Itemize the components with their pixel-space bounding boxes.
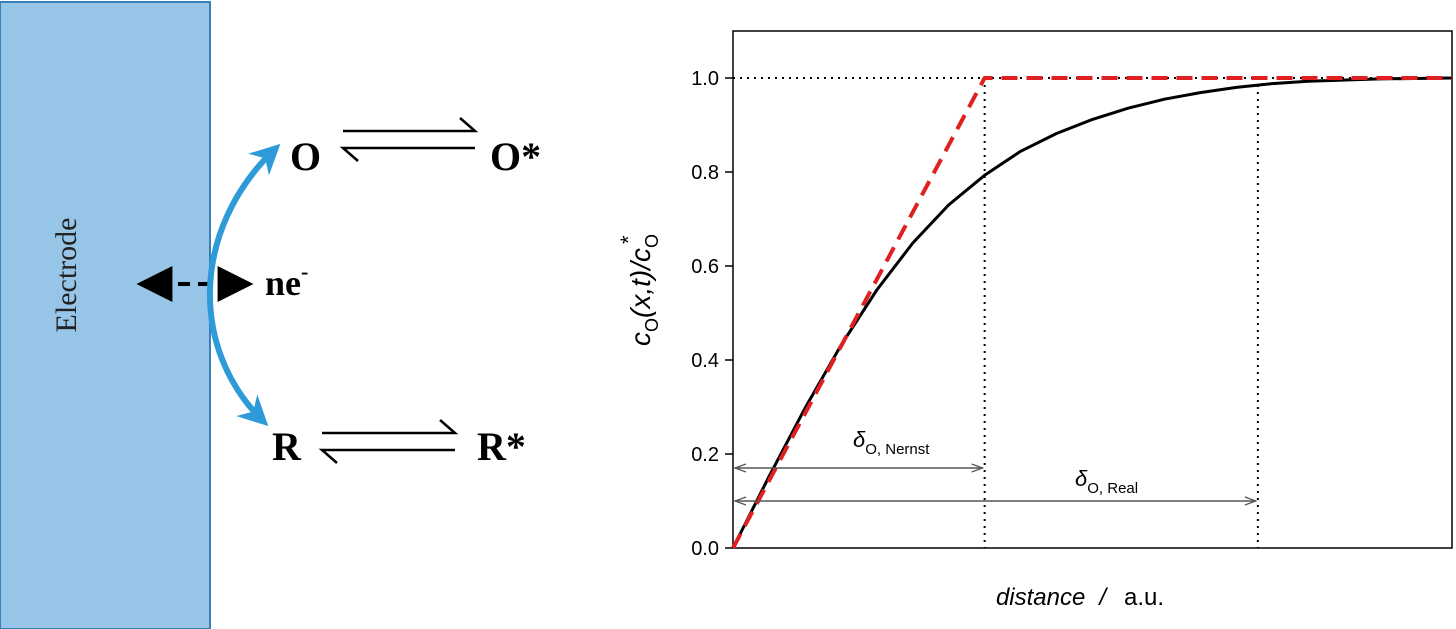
series-line-nernst-approx — [731, 76, 1452, 549]
electrode — [0, 1, 211, 629]
species-R: R — [272, 424, 302, 469]
x-axis-label: distance / a.u. — [996, 584, 1164, 611]
delta-nernst-label: δO, Nernst — [853, 427, 930, 458]
y-tick-label: 0.6 — [691, 256, 719, 278]
y-tick-label: 0.8 — [691, 162, 719, 184]
y-tick-label: 1.0 — [691, 68, 719, 90]
electrode-label: Electrode — [50, 218, 83, 333]
series-group — [731, 76, 1453, 549]
concentration-chart: 0.0 0.2 0.4 0.6 0.8 1.0 δO, Nernst δO, Real d… — [616, 30, 1453, 611]
equilibrium-arrows-R — [318, 419, 459, 464]
plot-frame — [732, 30, 1453, 549]
species-O-star: O* — [490, 134, 541, 179]
electrode-scheme: Electrode ne- O O* R R* — [0, 1, 541, 629]
delta-arrows — [733, 463, 1258, 506]
series-line-real-profile — [731, 76, 1453, 549]
species-O: O — [290, 134, 321, 179]
redox-curved-arrow — [206, 143, 281, 427]
y-tick-label: 0.4 — [691, 350, 719, 372]
electrons-label: ne- — [265, 259, 308, 303]
y-tick-label: 0.0 — [691, 538, 719, 560]
delta-real-label: δO, Real — [1075, 466, 1138, 497]
y-tick-label: 0.2 — [691, 444, 719, 466]
y-axis-label: cO(x,t)/cO* — [616, 234, 662, 346]
species-R-star: R* — [477, 424, 526, 469]
equilibrium-arrows-O — [339, 117, 479, 162]
y-axis-ticks: 0.0 0.2 0.4 0.6 0.8 1.0 — [691, 68, 733, 560]
reference-lines — [733, 77, 1452, 548]
